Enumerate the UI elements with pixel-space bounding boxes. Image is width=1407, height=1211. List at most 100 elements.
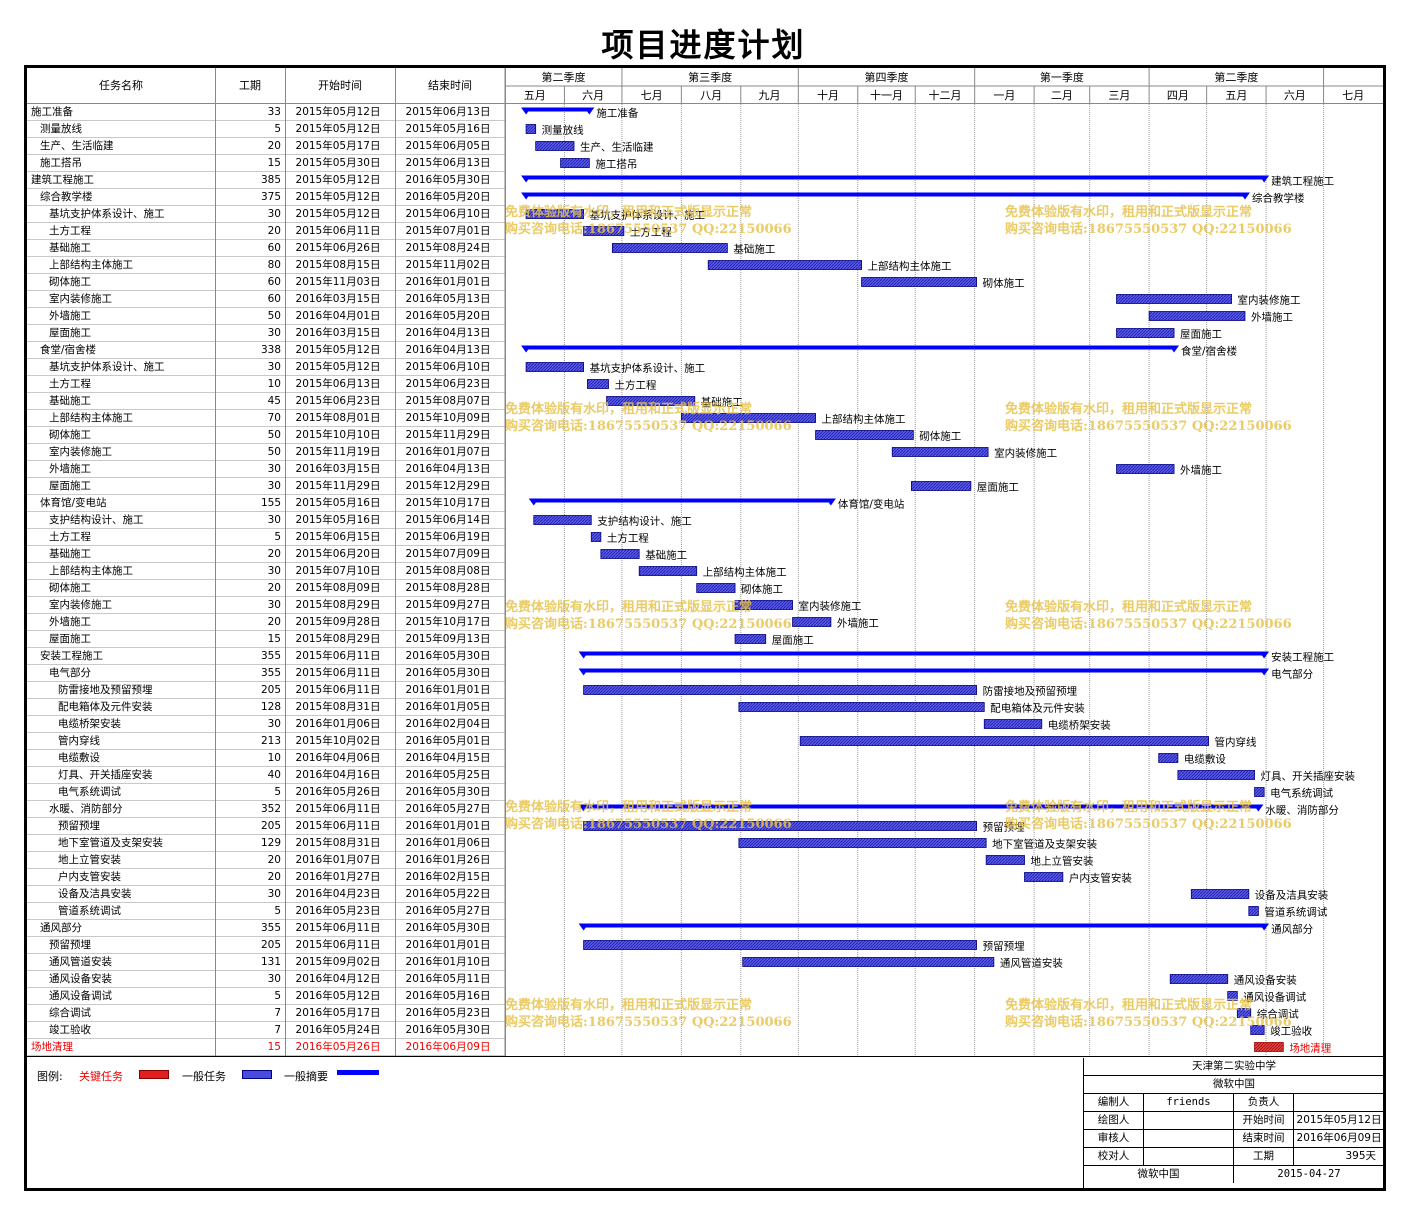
task-duration: 213 (260, 735, 281, 747)
table-row: 室内装修施工 30 2015年08月29日 2015年09月27日 (27, 597, 505, 614)
table-row: 砌体施工 60 2015年11月03日 2016年01月01日 (27, 274, 505, 291)
task-end: 2015年06月10日 (405, 361, 491, 373)
task-start: 2015年08月01日 (295, 412, 381, 424)
table-row: 施工准备 33 2015年05月12日 2015年06月13日 (27, 104, 505, 121)
task-end: 2016年01月10日 (405, 956, 491, 968)
table-row: 建筑工程施工 385 2015年05月12日 2016年05月30日 (27, 172, 505, 189)
task-name: 户内支管安装 (58, 871, 121, 883)
task-name: 电气部分 (49, 667, 91, 679)
task-duration: 30 (267, 480, 281, 492)
col-header-duration: 工期 (239, 79, 261, 92)
task-start: 2015年09月02日 (295, 956, 381, 968)
task-end: 2016年02月15日 (405, 871, 491, 883)
task-start: 2015年11月03日 (295, 276, 381, 288)
col-divider (215, 68, 216, 1056)
task-duration: 5 (274, 786, 281, 798)
task-start: 2016年04月16日 (295, 769, 381, 781)
task-start: 2015年08月31日 (295, 837, 381, 849)
legend: 图例: 关键任务 一般任务 一般摘要 (27, 1058, 1083, 1083)
task-end: 2015年10月09日 (405, 412, 491, 424)
task-name: 电缆桥架安装 (58, 718, 121, 730)
table-row: 电缆敷设 10 2016年04月06日 2016年04月15日 (27, 750, 505, 767)
task-duration: 33 (267, 106, 281, 118)
info-check-label: 校对人 (1084, 1148, 1144, 1165)
task-end: 2015年09月13日 (405, 633, 491, 645)
task-name: 支护结构设计、施工 (49, 514, 144, 526)
info-author-label: 编制人 (1084, 1094, 1144, 1111)
task-name: 室内装修施工 (49, 446, 112, 458)
task-duration: 5 (274, 905, 281, 917)
task-end: 2016年05月20日 (405, 310, 491, 322)
task-name: 上部结构主体施工 (49, 412, 133, 424)
task-end: 2015年10月17日 (405, 497, 491, 509)
info-org: 天津第二实验中学 (1192, 1060, 1276, 1072)
table-row: 上部结构主体施工 70 2015年08月01日 2015年10月09日 (27, 410, 505, 427)
task-start: 2015年08月15日 (295, 259, 381, 271)
task-name: 食堂/宿舍楼 (40, 344, 97, 356)
task-start: 2016年05月26日 (295, 1041, 381, 1053)
info-company: 微软中国 (1213, 1078, 1255, 1090)
info-review-value (1144, 1130, 1234, 1147)
table-row: 基础施工 20 2015年06月20日 2015年07月09日 (27, 546, 505, 563)
table-row: 土方工程 10 2015年06月13日 2015年06月23日 (27, 376, 505, 393)
task-end: 2015年11月02日 (405, 259, 491, 271)
task-end: 2016年01月01日 (405, 820, 491, 832)
task-name: 综合调试 (49, 1007, 91, 1019)
legend-normal-label: 一般任务 (182, 1070, 226, 1083)
task-end: 2016年01月01日 (405, 939, 491, 951)
table-row: 配电箱体及元件安装 128 2015年08月31日 2016年01月05日 (27, 699, 505, 716)
task-duration: 20 (267, 140, 281, 152)
task-end: 2015年10月17日 (405, 616, 491, 628)
task-start: 2016年01月06日 (295, 718, 381, 730)
task-name: 场地清理 (31, 1041, 73, 1053)
task-name: 基础施工 (49, 548, 91, 560)
info-footer-company: 微软中国 (1084, 1166, 1234, 1183)
task-start: 2015年08月29日 (295, 599, 381, 611)
task-name: 管内穿线 (58, 735, 100, 747)
table-row: 体育馆/变电站 155 2015年05月16日 2015年10月17日 (27, 495, 505, 512)
task-duration: 30 (267, 208, 281, 220)
task-end: 2015年12月29日 (405, 480, 491, 492)
task-end: 2016年05月27日 (405, 905, 491, 917)
task-start: 2016年03月15日 (295, 293, 381, 305)
task-duration: 131 (260, 956, 281, 968)
task-start: 2015年05月12日 (295, 344, 381, 356)
task-start: 2015年05月16日 (295, 497, 381, 509)
table-row: 屋面施工 15 2015年08月29日 2015年09月13日 (27, 631, 505, 648)
task-duration: 5 (274, 123, 281, 135)
task-duration: 30 (267, 514, 281, 526)
task-name: 土方工程 (49, 531, 91, 543)
task-name: 体育馆/变电站 (40, 497, 107, 509)
table-row: 灯具、开关插座安装 40 2016年04月16日 2016年05月25日 (27, 767, 505, 784)
task-duration: 205 (260, 684, 281, 696)
task-name: 施工搭吊 (40, 157, 82, 169)
task-name: 屋面施工 (49, 327, 91, 339)
table-row: 室内装修施工 50 2015年11月19日 2016年01月07日 (27, 444, 505, 461)
info-check-value (1144, 1148, 1234, 1165)
task-end: 2015年06月19日 (405, 531, 491, 543)
task-end: 2016年04月13日 (405, 327, 491, 339)
task-start: 2015年11月19日 (295, 446, 381, 458)
table-row: 测量放线 5 2015年05月12日 2015年05月16日 (27, 121, 505, 138)
task-start: 2016年05月17日 (295, 1007, 381, 1019)
task-start: 2015年06月26日 (295, 242, 381, 254)
task-duration: 20 (267, 548, 281, 560)
task-duration: 30 (267, 973, 281, 985)
col-divider (505, 68, 506, 1056)
task-name: 建筑工程施工 (31, 174, 94, 186)
task-name: 屋面施工 (49, 633, 91, 645)
task-name: 外墙施工 (49, 463, 91, 475)
task-name: 预留预埋 (58, 820, 100, 832)
task-duration: 30 (267, 361, 281, 373)
task-duration: 30 (267, 463, 281, 475)
task-end: 2016年01月26日 (405, 854, 491, 866)
legend-label: 图例: (37, 1070, 63, 1083)
task-end: 2015年07月09日 (405, 548, 491, 560)
task-end: 2016年05月23日 (405, 1007, 491, 1019)
task-name: 砌体施工 (49, 429, 91, 441)
task-end: 2016年05月11日 (405, 973, 491, 985)
task-end: 2015年08月07日 (405, 395, 491, 407)
task-start: 2015年05月12日 (295, 208, 381, 220)
task-end: 2016年01月07日 (405, 446, 491, 458)
info-draw-value (1144, 1112, 1234, 1129)
